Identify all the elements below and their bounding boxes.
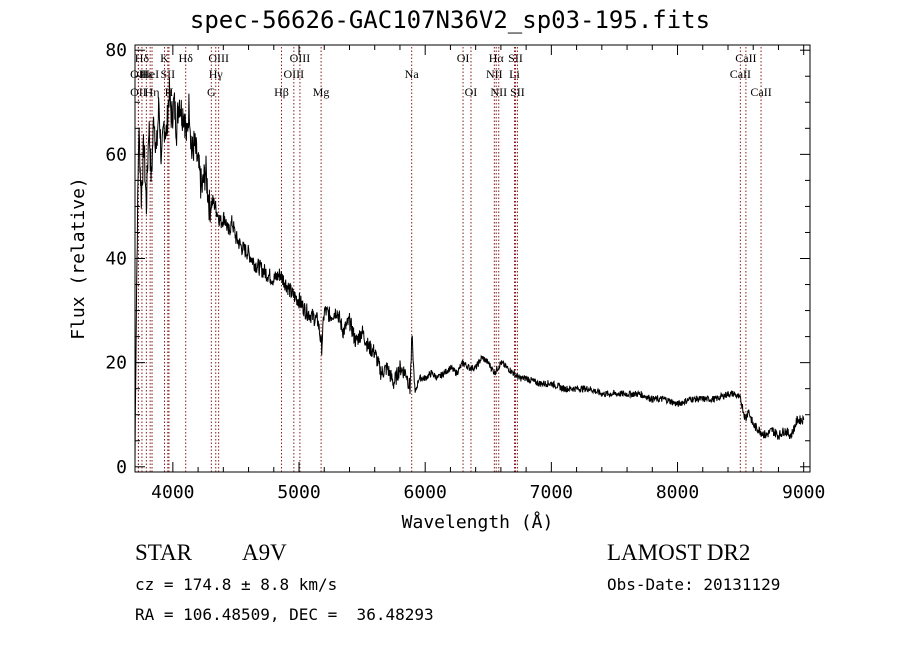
redshift-velocity: cz = 174.8 ± 8.8 km/s	[135, 575, 338, 594]
observation-date: Obs-Date: 20131129	[607, 575, 781, 594]
line-id-label: Li	[509, 67, 520, 81]
line-id-label: NII	[490, 85, 507, 99]
y-tick-label: 0	[116, 457, 127, 478]
x-tick-label: 5000	[277, 482, 320, 503]
line-id-label: SII	[510, 85, 525, 99]
line-id-label: CaII	[730, 67, 751, 81]
line-id-label: CaII	[735, 51, 756, 65]
x-tick-label: 8000	[656, 482, 699, 503]
line-id-label: Hδ	[179, 51, 194, 65]
line-id-label: Hη	[145, 85, 160, 99]
spectrum-series-line	[134, 77, 805, 462]
line-id-label: OII	[130, 85, 147, 99]
line-id-label: OIII	[208, 51, 229, 65]
x-axis-label: Wavelength (Å)	[402, 511, 554, 533]
y-tick-label: 40	[105, 249, 127, 270]
line-id-label: OIII	[284, 67, 305, 81]
x-tick-label: 6000	[404, 482, 447, 503]
line-id-label: Na	[405, 67, 420, 81]
object-subclass: A9V	[242, 540, 287, 565]
y-tick-label: 20	[105, 353, 127, 374]
line-id-label: Hβ	[274, 85, 289, 99]
line-id-label: SII	[160, 67, 175, 81]
object-class: STAR	[135, 540, 192, 565]
line-id-label: NII	[486, 67, 503, 81]
line-id-label: K	[160, 51, 169, 65]
y-axis-label: Flux (relative)	[68, 177, 89, 340]
x-tick-label: 7000	[530, 482, 573, 503]
y-tick-label: 80	[105, 40, 127, 61]
line-id-label: G	[207, 85, 216, 99]
plot-frame	[134, 44, 811, 473]
line-id-label: SII	[508, 51, 523, 65]
x-tick-label: 9000	[782, 482, 825, 503]
line-id-label: OI	[457, 51, 470, 65]
survey-name: LAMOST DR2	[607, 540, 751, 565]
line-id-label: Hε	[139, 67, 153, 81]
ra-dec-coordinates: RA = 106.48509, DEC = 36.48293	[135, 605, 434, 624]
line-id-label: Hα	[489, 51, 505, 65]
line-id-label: OIII	[290, 51, 311, 65]
line-id-label: Hδ	[135, 51, 150, 65]
line-id-label: HeI	[141, 67, 159, 81]
line-id-label: Mg	[313, 85, 330, 99]
line-id-label: CaII	[750, 85, 771, 99]
x-tick-label: 4000	[151, 482, 194, 503]
chart-title: spec-56626-GAC107N36V2_sp03-195.fits	[189, 6, 711, 34]
line-id-label: Hγ	[209, 67, 224, 81]
line-id-label: OII	[130, 67, 147, 81]
line-id-label: OI	[465, 85, 478, 99]
y-tick-label: 60	[105, 144, 127, 165]
